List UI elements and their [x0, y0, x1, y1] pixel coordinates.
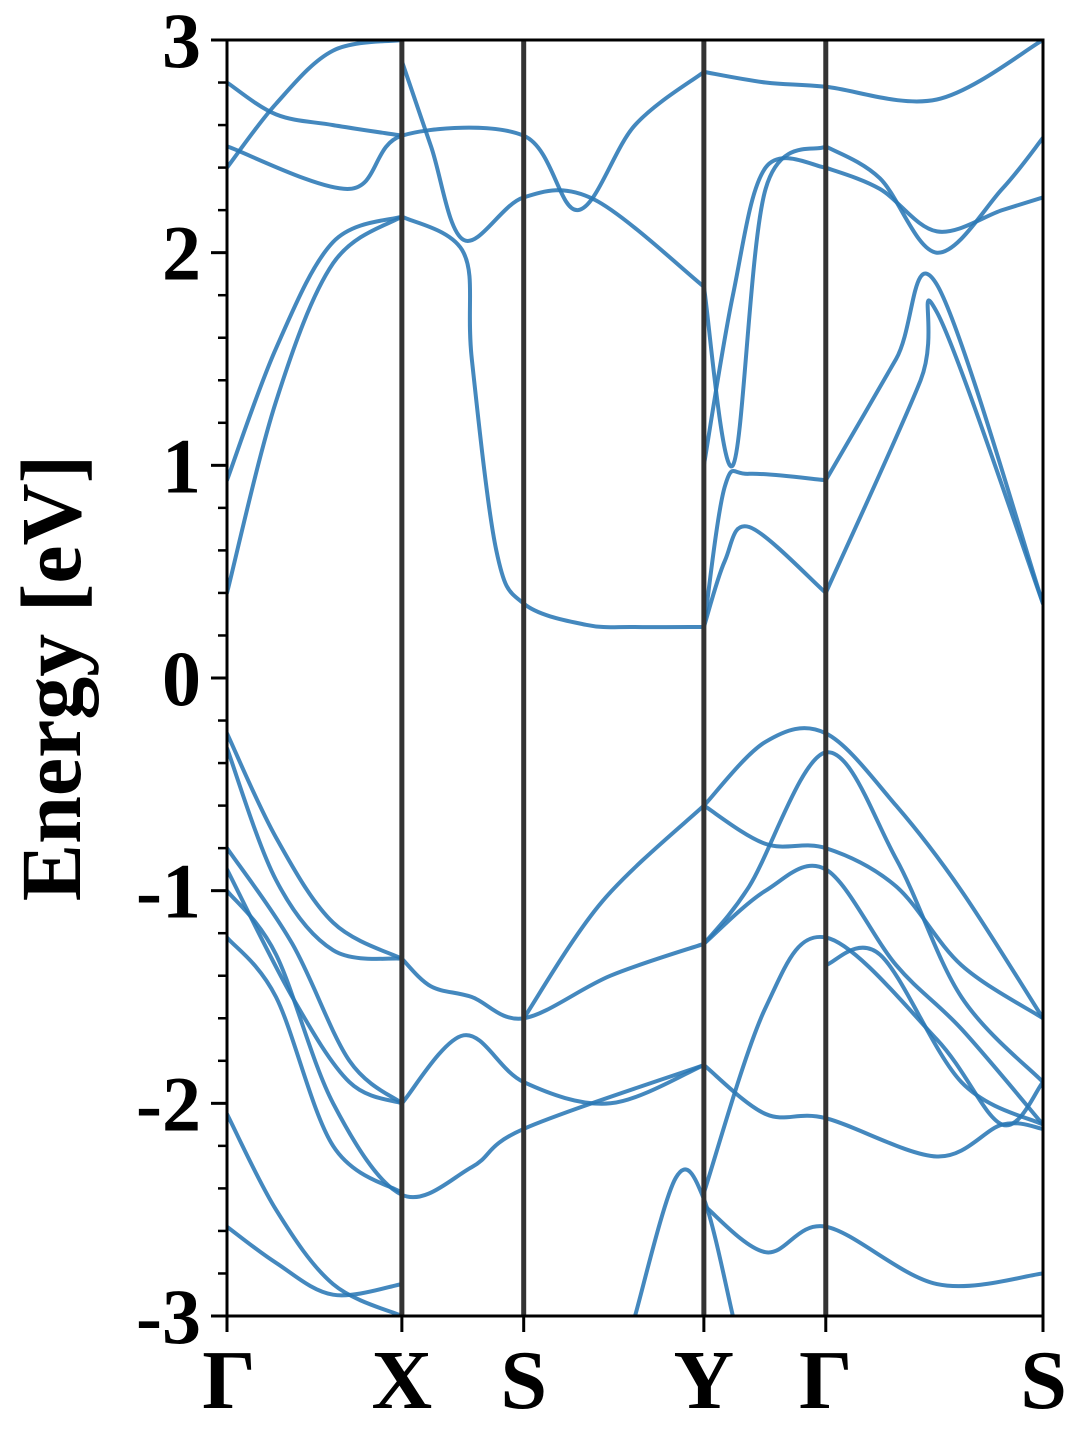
band-line-14 — [701, 40, 1043, 104]
band-line-18 — [399, 941, 706, 1021]
band-line-33 — [227, 1224, 404, 1298]
band-line-12 — [227, 69, 706, 213]
band-line-31 — [823, 945, 1043, 1127]
band-line-4 — [701, 524, 828, 629]
band-line-29 — [701, 1063, 1043, 1159]
x-tick-label-1: X — [372, 1334, 433, 1427]
x-tick-label-4: Γ — [799, 1334, 852, 1427]
band-line-23 — [701, 863, 1043, 1127]
band-line-30 — [701, 934, 1043, 1195]
y-tick-label-5: -2 — [136, 1060, 201, 1147]
x-tick-label-0: Γ — [202, 1334, 255, 1427]
band-line-34 — [701, 1203, 1043, 1289]
band-line-20 — [521, 803, 706, 1021]
k-point-lines — [399, 40, 829, 1316]
y-tick-label-2: 1 — [162, 422, 201, 509]
band-line-8 — [701, 144, 828, 469]
x-tick-label-2: S — [500, 1334, 547, 1427]
y-tick-label-1: 2 — [162, 210, 201, 297]
band-line-10 — [823, 135, 1043, 255]
band-line-19 — [701, 803, 1043, 1021]
band-line-27 — [227, 888, 706, 1200]
band-line-1 — [227, 214, 404, 483]
band-line-32 — [227, 1112, 404, 1316]
band-line-9 — [701, 156, 828, 468]
band-line-21 — [701, 726, 1043, 1021]
band-line-13 — [227, 40, 404, 170]
band-line-11 — [823, 165, 1043, 234]
band-line-35 — [633, 1167, 735, 1316]
x-tick-label-3: Y — [674, 1334, 735, 1427]
band-line-26 — [399, 1033, 706, 1106]
y-tick-label-3: 0 — [162, 635, 201, 722]
band-line-28 — [227, 935, 404, 1195]
y-tick-label-0: 3 — [162, 0, 201, 84]
y-tick-label-6: -3 — [136, 1273, 201, 1360]
band-line-7 — [399, 59, 706, 289]
bands-layer — [227, 40, 1043, 1316]
band-line-6 — [823, 271, 1043, 606]
band-line-5 — [823, 298, 1043, 606]
band-line-16 — [227, 731, 404, 961]
band-line-3 — [701, 469, 828, 629]
x-tick-label-5: S — [1020, 1334, 1067, 1427]
band-line-24 — [227, 846, 404, 1106]
band-line-2 — [399, 214, 706, 630]
y-ticks: 3 2 1 0 -1 -2 -3 — [136, 0, 227, 1360]
band-line-22 — [701, 750, 1043, 1085]
band-line-17 — [227, 746, 404, 961]
band-line-0 — [227, 214, 404, 595]
y-axis-title: Energy [eV] — [3, 455, 99, 902]
y-tick-label-4: -1 — [136, 848, 201, 935]
band-line-15 — [227, 80, 404, 138]
